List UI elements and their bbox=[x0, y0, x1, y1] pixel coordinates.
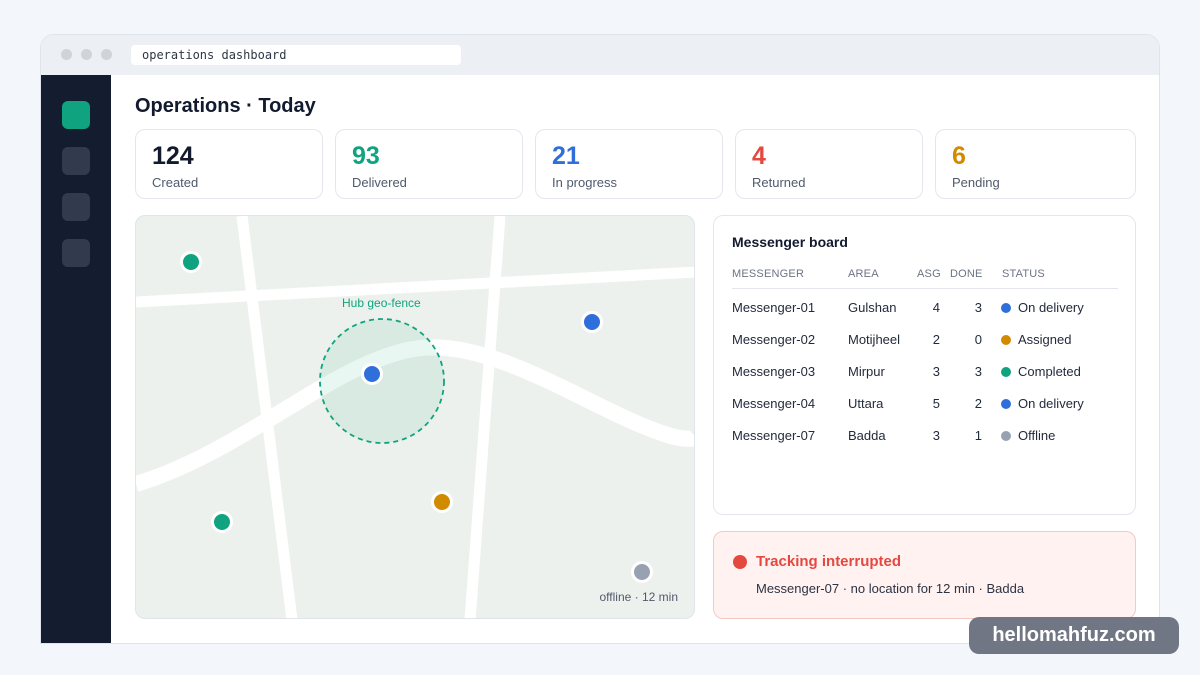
table-row[interactable]: Messenger-04 Uttara 5 2 On delivery bbox=[714, 394, 1137, 426]
map-canvas bbox=[136, 216, 694, 618]
assigned-count: 3 bbox=[932, 428, 940, 443]
sidebar-item[interactable] bbox=[62, 239, 90, 267]
tracking-alert[interactable]: Tracking interrupted Messenger-07 · no l… bbox=[713, 531, 1136, 619]
stat-label: Delivered bbox=[352, 175, 407, 190]
stat-label: Pending bbox=[952, 175, 1000, 190]
window-chrome: operations dashboard bbox=[41, 35, 1159, 75]
messenger-area: Motijheel bbox=[848, 332, 901, 347]
board-title: Messenger board bbox=[732, 234, 848, 250]
messenger-marker-assigned[interactable] bbox=[431, 491, 453, 513]
status-label: On delivery bbox=[1018, 396, 1084, 411]
messenger-area: Mirpur bbox=[848, 364, 885, 379]
main-content: Operations · Today 124 Created 93 Delive… bbox=[111, 75, 1159, 643]
messenger-name: Messenger-07 bbox=[732, 428, 816, 443]
stat-card-returned[interactable]: 4 Returned bbox=[735, 129, 923, 199]
messenger-area: Badda bbox=[848, 428, 886, 443]
sidebar bbox=[41, 75, 111, 643]
table-row[interactable]: Messenger-03 Mirpur 3 3 Completed bbox=[714, 362, 1137, 394]
status-dot bbox=[1001, 335, 1011, 345]
messenger-name: Messenger-02 bbox=[732, 332, 816, 347]
stat-value: 93 bbox=[352, 142, 380, 170]
column-header-asg[interactable]: ASG bbox=[917, 268, 941, 280]
messenger-area: Gulshan bbox=[848, 300, 897, 315]
status-dot bbox=[1001, 399, 1011, 409]
stat-card-created[interactable]: 124 Created bbox=[135, 129, 323, 199]
column-header-messenger[interactable]: MESSENGER bbox=[732, 268, 805, 280]
address-bar[interactable]: operations dashboard bbox=[131, 45, 461, 65]
stat-card-delivered[interactable]: 93 Delivered bbox=[335, 129, 523, 199]
watermark: hellomahfuz.com bbox=[969, 617, 1179, 654]
messenger-board: Messenger board MESSENGER AREA ASG DONE … bbox=[713, 215, 1136, 515]
assigned-count: 4 bbox=[932, 300, 940, 315]
geofence-label: Hub geo-fence bbox=[342, 296, 421, 310]
status-dot bbox=[1001, 431, 1011, 441]
messenger-name: Messenger-03 bbox=[732, 364, 816, 379]
sidebar-item[interactable] bbox=[62, 193, 90, 221]
assigned-count: 5 bbox=[932, 396, 940, 411]
column-header-status[interactable]: STATUS bbox=[1002, 268, 1045, 280]
browser-window: operations dashboard Operations · Today … bbox=[40, 34, 1160, 644]
status-dot bbox=[1001, 367, 1011, 377]
stat-value: 21 bbox=[552, 142, 580, 170]
alert-status-dot bbox=[733, 555, 747, 569]
map-road bbox=[136, 339, 694, 492]
table-row[interactable]: Messenger-02 Motijheel 2 0 Assigned bbox=[714, 330, 1137, 362]
map-road bbox=[136, 266, 694, 308]
window-control-dot[interactable] bbox=[101, 49, 112, 60]
table-row[interactable]: Messenger-01 Gulshan 4 3 On delivery bbox=[714, 298, 1137, 330]
stat-label: Returned bbox=[752, 175, 806, 190]
assigned-count: 2 bbox=[932, 332, 940, 347]
messenger-marker-on-delivery[interactable] bbox=[581, 311, 603, 333]
messenger-name: Messenger-04 bbox=[732, 396, 816, 411]
status-label: Assigned bbox=[1018, 332, 1072, 347]
map-road bbox=[464, 216, 506, 618]
done-count: 2 bbox=[974, 396, 982, 411]
window-control-dot[interactable] bbox=[81, 49, 92, 60]
done-count: 3 bbox=[974, 300, 982, 315]
stat-value: 6 bbox=[952, 142, 966, 170]
column-header-done[interactable]: DONE bbox=[950, 268, 983, 280]
messenger-area: Uttara bbox=[848, 396, 884, 411]
stat-value: 4 bbox=[752, 142, 766, 170]
messenger-marker-completed[interactable] bbox=[180, 251, 202, 273]
stat-card-in-progress[interactable]: 21 In progress bbox=[535, 129, 723, 199]
done-count: 1 bbox=[974, 428, 982, 443]
alert-detail: Messenger-07 · no location for 12 min · … bbox=[756, 581, 1025, 596]
messenger-marker-completed[interactable] bbox=[211, 511, 233, 533]
status-label: Completed bbox=[1018, 364, 1081, 379]
messenger-marker-on-delivery[interactable] bbox=[361, 363, 383, 385]
stat-label: Created bbox=[152, 175, 199, 190]
table-divider bbox=[732, 288, 1118, 289]
delivery-map[interactable]: Hub geo-fence offline · 12 min bbox=[135, 215, 695, 619]
stat-card-pending[interactable]: 6 Pending bbox=[935, 129, 1136, 199]
offline-note: offline · 12 min bbox=[599, 590, 679, 604]
alert-title: Tracking interrupted bbox=[756, 553, 902, 570]
geofence-circle bbox=[319, 318, 445, 444]
stat-value: 124 bbox=[152, 142, 194, 170]
done-count: 0 bbox=[974, 332, 982, 347]
sidebar-item-dashboard[interactable] bbox=[62, 101, 90, 129]
messenger-name: Messenger-01 bbox=[732, 300, 816, 315]
sidebar-item[interactable] bbox=[62, 147, 90, 175]
status-label: On delivery bbox=[1018, 300, 1084, 315]
status-label: Offline bbox=[1018, 428, 1056, 443]
column-header-area[interactable]: AREA bbox=[848, 268, 879, 280]
stat-label: In progress bbox=[552, 175, 618, 190]
window-control-dot[interactable] bbox=[61, 49, 72, 60]
page-title: Operations · Today bbox=[135, 95, 316, 117]
done-count: 3 bbox=[974, 364, 982, 379]
table-row[interactable]: Messenger-07 Badda 3 1 Offline bbox=[714, 426, 1137, 458]
assigned-count: 3 bbox=[932, 364, 940, 379]
status-dot bbox=[1001, 303, 1011, 313]
messenger-marker-offline[interactable] bbox=[631, 561, 653, 583]
